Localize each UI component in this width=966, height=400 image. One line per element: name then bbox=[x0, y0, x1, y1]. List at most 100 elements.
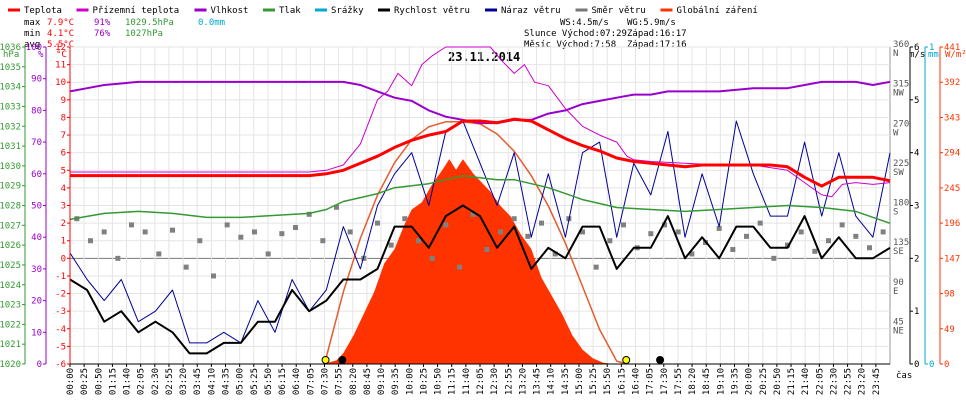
x-axis-label: 02:55 bbox=[165, 368, 175, 395]
x-axis-label: 03:20 bbox=[179, 368, 189, 395]
mm-axis-label: 0 bbox=[929, 360, 934, 370]
wm2-axis-label: 196 bbox=[944, 219, 960, 229]
hpa-axis-label: 1022 bbox=[0, 320, 21, 330]
hpa-axis-label: 1028 bbox=[0, 202, 21, 212]
ms-axis-label: 4 bbox=[914, 149, 919, 159]
x-axis-label: 12:05 bbox=[476, 368, 486, 395]
stats-avg-label: avg bbox=[24, 40, 40, 50]
x-axis-label: 05:00 bbox=[236, 368, 246, 395]
x-axis-label: 21:15 bbox=[787, 368, 797, 395]
x-axis-label: 22:30 bbox=[829, 368, 839, 395]
wind-direction-point bbox=[675, 229, 681, 235]
x-axis-label: 23:45 bbox=[872, 368, 882, 395]
wind-direction-point bbox=[183, 264, 189, 270]
degc-axis-label: 8 bbox=[61, 113, 66, 123]
ground-temperature-line bbox=[70, 46, 891, 198]
x-axis-label: 19:10 bbox=[716, 368, 726, 395]
wind-direction-point bbox=[211, 273, 216, 279]
wind-speed-line bbox=[69, 204, 891, 355]
legend-label: Tlak bbox=[279, 6, 301, 16]
wind-direction-point bbox=[716, 225, 722, 231]
legend-label: Náraz větru bbox=[501, 6, 561, 16]
wind-direction-point bbox=[880, 229, 886, 235]
wind-direction-point bbox=[224, 222, 230, 228]
x-axis-label: 00:25 bbox=[80, 368, 90, 395]
wind-direction-point bbox=[785, 242, 790, 248]
wind-direction-point bbox=[293, 225, 298, 231]
stats-block: max 7.9°C 91% 1029.5hPa 0.0mm min 4.1°C … bbox=[24, 18, 687, 50]
wm2-axis-label: 147 bbox=[944, 254, 960, 264]
x-axis-label: 03:45 bbox=[193, 368, 203, 395]
stats-max-press: 1029.5hPa bbox=[125, 18, 174, 28]
x-axis-label: 04:35 bbox=[222, 368, 232, 395]
ms-axis-label: 0 bbox=[914, 360, 919, 370]
hpa-axis-label: 1027 bbox=[0, 221, 21, 231]
degc-axis-label: 11 bbox=[55, 61, 66, 71]
wind-direction-point bbox=[525, 233, 531, 239]
degc-axis-label: 4 bbox=[61, 184, 66, 194]
x-axis-label: 05:25 bbox=[250, 368, 260, 395]
degc-axis-label: -3 bbox=[55, 307, 66, 317]
x-axis-label: 06:15 bbox=[278, 368, 288, 395]
hpa-axis-label: 1032 bbox=[0, 122, 21, 132]
hpa-axis-label: 1021 bbox=[0, 340, 21, 350]
x-axis-label: 09:10 bbox=[377, 368, 387, 395]
pct-axis-label: 100 bbox=[26, 43, 42, 53]
degc-axis-label: -2 bbox=[55, 290, 66, 300]
wind-direction-point bbox=[798, 229, 804, 235]
dir-axis-compass: N bbox=[893, 49, 898, 59]
wind-direction-point bbox=[757, 220, 763, 226]
hpa-axis-label: 1029 bbox=[0, 182, 21, 192]
x-axis-label: 04:10 bbox=[207, 368, 217, 395]
axis-title-wm2: W/m² bbox=[945, 50, 966, 60]
pct-axis-label: 60 bbox=[31, 170, 42, 180]
axis-title-time: čas bbox=[896, 370, 912, 381]
stats-ws: WS:4.5m/s bbox=[560, 18, 609, 28]
ms-axis-label: 5 bbox=[914, 96, 919, 106]
x-axis-label: 11:40 bbox=[462, 368, 472, 395]
wind-direction-point bbox=[402, 216, 408, 222]
wind-direction-point bbox=[689, 251, 695, 257]
x-axis-label: 22:55 bbox=[844, 368, 854, 395]
dir-axis-compass: NE bbox=[893, 326, 904, 336]
wind-direction-point bbox=[826, 238, 831, 244]
moonrise-marker bbox=[338, 356, 347, 364]
stats-max-rain: 0.0mm bbox=[198, 18, 225, 28]
x-axis-label: 06:40 bbox=[292, 368, 302, 395]
x-axis-label: 18:20 bbox=[688, 368, 698, 395]
pct-axis-label: 40 bbox=[31, 233, 42, 243]
axis-title-pct: % bbox=[38, 50, 44, 60]
stats-max-label: max bbox=[24, 18, 41, 28]
wind-direction-point bbox=[662, 222, 667, 228]
chart-title: 23.11.2014 bbox=[448, 50, 520, 64]
hpa-axis-label: 1023 bbox=[0, 301, 21, 311]
x-axis-label: 12:55 bbox=[504, 368, 514, 395]
legend-label: Rychlost větru bbox=[394, 6, 470, 16]
sunrise-marker bbox=[321, 356, 330, 364]
wind-gust-line bbox=[69, 120, 891, 344]
x-axis-label: 23:20 bbox=[858, 368, 868, 395]
legend-label: Teplota bbox=[24, 6, 62, 16]
hpa-axis-label: 1030 bbox=[0, 162, 21, 172]
dir-axis-compass: NW bbox=[893, 89, 904, 99]
wind-direction-point bbox=[252, 229, 257, 235]
wind-direction-point bbox=[648, 231, 654, 237]
dir-axis-compass: SW bbox=[893, 168, 904, 178]
wind-direction-point bbox=[142, 229, 148, 235]
x-axis-label: 10:25 bbox=[419, 368, 429, 395]
wind-direction-point bbox=[812, 248, 818, 254]
wind-direction-point bbox=[347, 229, 353, 235]
dir-axis-label: 360 bbox=[893, 40, 909, 50]
hpa-axis-label: 1033 bbox=[0, 102, 21, 112]
wind-direction-point bbox=[839, 222, 845, 228]
wind-direction-point bbox=[238, 234, 244, 240]
stats-min-label: min bbox=[24, 29, 40, 39]
degc-axis-label: 9 bbox=[61, 96, 66, 106]
stats-sun: Slunce Východ:07:29 bbox=[524, 29, 627, 39]
degc-axis-label: 0 bbox=[61, 254, 66, 264]
wind-direction-point bbox=[511, 216, 517, 222]
wm2-axis-label: 392 bbox=[944, 78, 960, 88]
dir-axis-compass: S bbox=[893, 208, 898, 218]
